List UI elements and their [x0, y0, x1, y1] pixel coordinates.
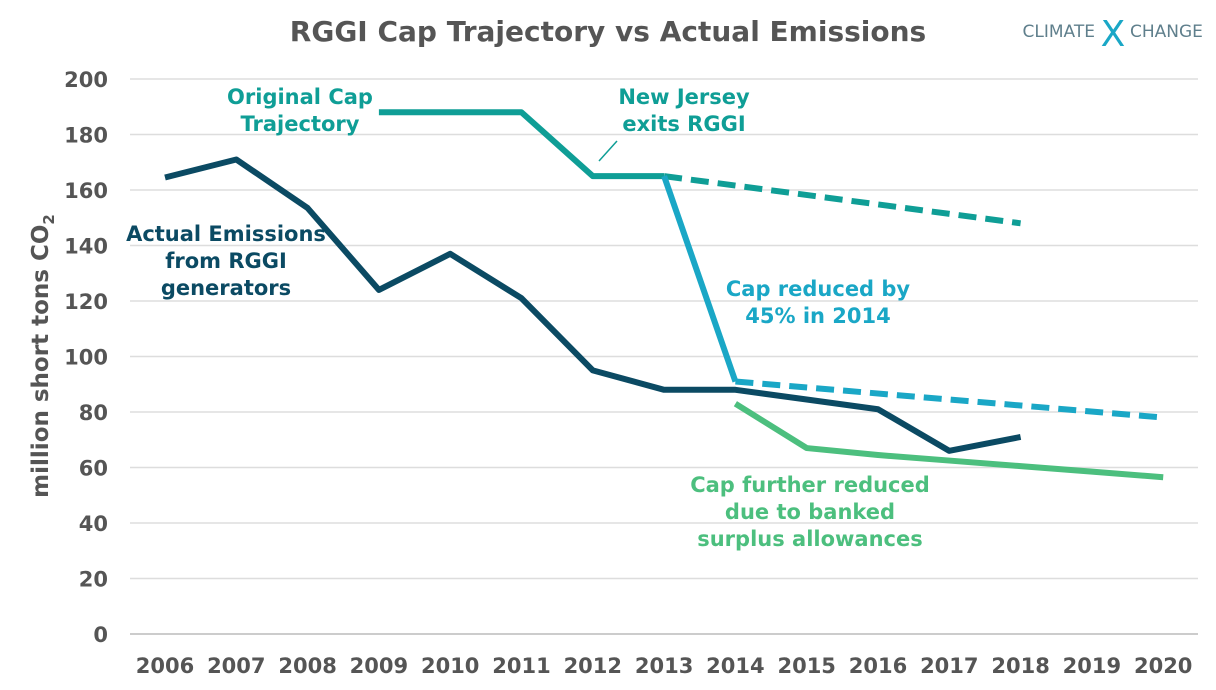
annotation-reduced: Cap reduced by: [726, 277, 911, 301]
annotation-nj: exits RGGI: [622, 112, 745, 136]
x-tick-label: 2019: [1063, 654, 1121, 678]
y-tick-label: 40: [79, 512, 108, 536]
y-tick-label: 180: [64, 124, 108, 148]
annotation-original: Original Cap: [227, 85, 373, 109]
series-reduced: [661, 175, 739, 383]
x-tick-label: 2018: [991, 654, 1049, 678]
y-tick-label: 100: [64, 346, 108, 370]
y-tick-label: 120: [64, 290, 108, 314]
series-reduced_projected: [735, 378, 1164, 421]
annotation-nj: New Jersey: [618, 85, 750, 109]
annotation-original: Trajectory: [241, 112, 360, 136]
series-actual: [164, 156, 1022, 454]
chart-title: RGGI Cap Trajectory vs Actual Emissions: [290, 15, 926, 48]
y-tick-label: 200: [64, 68, 108, 92]
x-tick-label: 2011: [492, 654, 550, 678]
x-tick-label: 2010: [421, 654, 479, 678]
y-tick-label: 160: [64, 179, 108, 203]
annotation-further: Cap further reduced: [690, 473, 930, 497]
x-tick-label: 2008: [278, 654, 336, 678]
x-tick-label: 2017: [920, 654, 978, 678]
y-axis-label: million short tons CO2: [28, 214, 58, 498]
annotation-actual: Actual Emissions: [126, 222, 326, 246]
annotation-actual: generators: [161, 276, 291, 300]
y-tick-label: 140: [64, 235, 108, 259]
annotation-further: surplus allowances: [697, 527, 923, 551]
x-tick-label: 2012: [564, 654, 622, 678]
svg-text:X: X: [1101, 14, 1126, 55]
series-original_projected: [663, 173, 1021, 227]
logo: CLIMATE X CHANGE: [1023, 14, 1203, 55]
x-tick-label: 2020: [1134, 654, 1192, 678]
x-tick-label: 2015: [777, 654, 835, 678]
x-tick-label: 2014: [706, 654, 764, 678]
nj-pointer: [598, 140, 618, 162]
x-tick-label: 2016: [849, 654, 907, 678]
y-tick-label: 60: [79, 457, 108, 481]
svg-text:CLIMATE: CLIMATE: [1023, 22, 1095, 42]
svg-text:CHANGE: CHANGE: [1130, 22, 1203, 42]
series-further: [733, 401, 1164, 481]
x-tick-label: 2009: [350, 654, 408, 678]
annotation-further: due to banked: [725, 500, 895, 524]
x-tick-label: 2006: [136, 654, 194, 678]
annotation-actual: from RGGI: [165, 249, 287, 273]
y-tick-label: 20: [79, 568, 108, 592]
y-tick-label: 80: [79, 401, 108, 425]
series-original: [378, 109, 665, 180]
x-tick-label: 2013: [635, 654, 693, 678]
x-tick-label: 2007: [207, 654, 265, 678]
annotation-reduced: 45% in 2014: [745, 304, 890, 328]
y-tick-label: 0: [93, 623, 108, 647]
